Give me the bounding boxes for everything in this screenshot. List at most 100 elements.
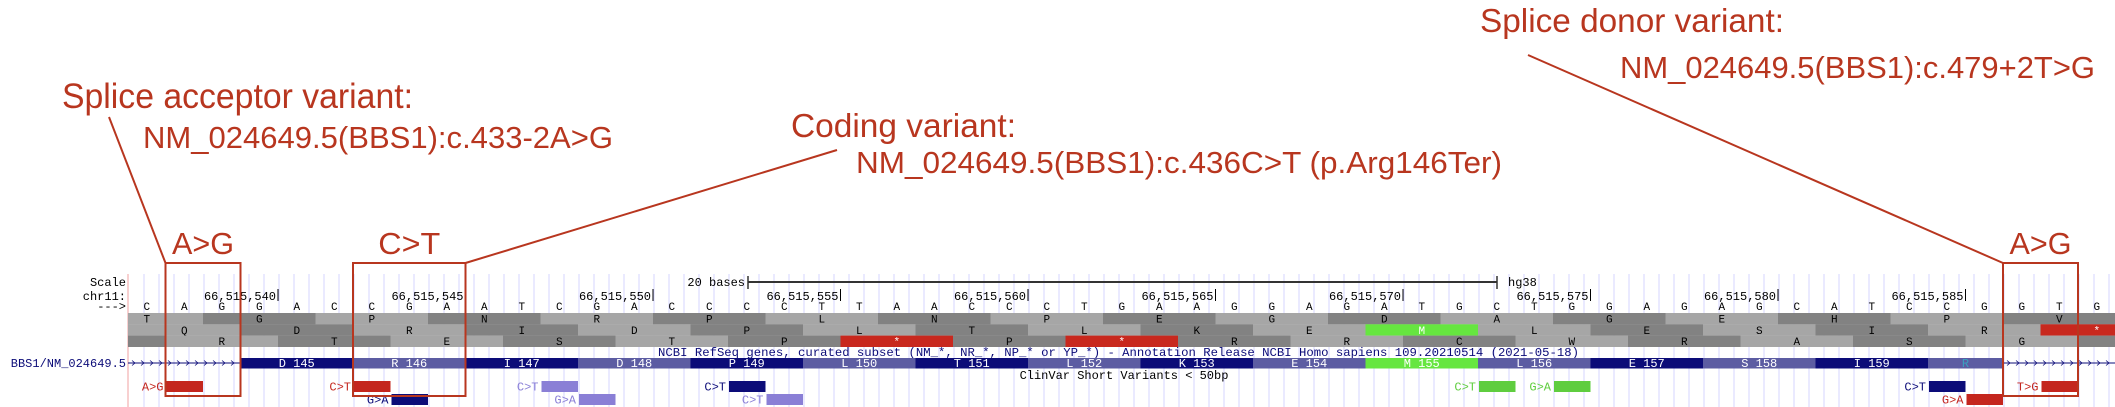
exon-codon[interactable]	[240, 358, 354, 369]
variant-bar[interactable]	[579, 394, 616, 405]
exon-codon[interactable]	[915, 358, 1029, 369]
base: G	[218, 302, 225, 314]
exon-codon[interactable]	[1140, 358, 1254, 369]
variant-label[interactable]: C>T	[1904, 381, 1926, 395]
donor-hgvs: NM_024649.5(BBS1):c.479+2T>G	[1620, 50, 2095, 85]
amino-acid-letter: L	[856, 326, 863, 338]
variant-bar[interactable]	[729, 381, 766, 392]
clinvar-variant[interactable]: C>T	[742, 394, 803, 407]
amino-acid-block	[1553, 313, 1666, 325]
variant-label[interactable]: C>T	[704, 381, 726, 395]
exon-codon[interactable]	[1478, 358, 1591, 369]
variant-label[interactable]: T>G	[2017, 381, 2039, 395]
amino-acid-block	[915, 324, 1028, 336]
variant-bar[interactable]	[1554, 381, 1591, 392]
strand-arrow-icon	[2096, 360, 2101, 366]
clinvar-variant[interactable]: C>T	[704, 381, 766, 395]
exon-codon-label: K 153	[1179, 357, 1215, 371]
base: T	[1531, 302, 1538, 314]
exon-codon-label: E 157	[1629, 357, 1665, 371]
exon-codon[interactable]	[1365, 358, 1479, 369]
strand-arrow-icon	[2015, 360, 2020, 366]
amino-acid-letter: R	[1981, 326, 1988, 338]
strand-arrow-icon	[176, 360, 181, 366]
base: G	[1231, 302, 1238, 314]
strand-label: --->	[97, 300, 126, 314]
variant-bar[interactable]	[766, 394, 804, 405]
amino-acid-letter: S	[1906, 337, 1913, 349]
gene-model[interactable]: D 145 R 146 I 147 D 148 P 149 L 150 T 151 L 152…	[128, 357, 2115, 371]
exon-codon-label: L 156	[1516, 357, 1552, 371]
variant-bar[interactable]	[1966, 394, 2004, 405]
amino-acid-letter: P	[743, 326, 750, 338]
amino-acid-letter: P	[1006, 337, 1013, 349]
translation-frame-3: R T E S T P * P * R R C W R A S G	[128, 335, 2115, 349]
exon-codon[interactable]	[465, 358, 579, 369]
variant-label[interactable]: C>T	[1454, 381, 1476, 395]
amino-acid-block	[1178, 335, 1291, 347]
variant-label[interactable]: G>A	[1529, 381, 1551, 395]
exon-codon[interactable]	[1703, 358, 1816, 369]
variant-bar[interactable]	[166, 381, 204, 392]
amino-acid-letter: M	[1418, 326, 1425, 338]
amino-acid-letter: R	[218, 337, 225, 349]
variant-label[interactable]: C>T	[517, 381, 539, 395]
variant-bar[interactable]	[354, 381, 391, 392]
amino-acid-letter: R	[1231, 337, 1238, 349]
exon-codon[interactable]	[803, 358, 916, 369]
base: C	[368, 302, 375, 314]
variant-label[interactable]: C>T	[742, 394, 764, 407]
exon-codon-label: E 154	[1291, 357, 1327, 371]
clinvar-variant[interactable]: C>T	[329, 381, 391, 395]
variant-bar[interactable]	[1929, 381, 1966, 392]
strand-arrow-icon	[2042, 360, 2047, 366]
amino-acid-block	[1478, 324, 1591, 336]
base: T	[518, 302, 525, 314]
base: T	[1418, 302, 1425, 314]
gene-track-label[interactable]: BBS1/NM_024649.5	[11, 357, 126, 371]
exon-codon[interactable]	[353, 358, 466, 369]
amino-acid-letter: P	[706, 315, 713, 327]
amino-acid-block	[1703, 324, 1816, 336]
strand-arrow-icon	[194, 360, 199, 366]
clinvar-variant[interactable]: G>A	[554, 394, 616, 407]
strand-arrow-icon	[2069, 360, 2074, 366]
base: G	[256, 302, 263, 314]
variant-bar[interactable]	[541, 381, 579, 392]
amino-acid-letter: E	[1718, 315, 1725, 327]
amino-acid-letter: I	[518, 326, 525, 338]
base: C	[668, 302, 675, 314]
clinvar-variant[interactable]: C>T	[1904, 381, 1966, 395]
exon-codon[interactable]	[1028, 358, 1141, 369]
clinvar-variant[interactable]: G>A	[1942, 394, 2003, 407]
donor-box-label: A>G	[2010, 226, 2072, 261]
exon-codon[interactable]	[578, 358, 691, 369]
clinvar-variant[interactable]: A>G	[142, 381, 203, 395]
exon-codon[interactable]	[1815, 358, 1929, 369]
variant-label[interactable]: G>A	[1942, 394, 1964, 407]
exon-codon[interactable]	[690, 358, 804, 369]
variant-label[interactable]: A>G	[142, 381, 164, 395]
variant-bar[interactable]	[1479, 381, 1516, 392]
base: G	[2093, 302, 2100, 314]
amino-acid-letter: R	[1343, 337, 1350, 349]
exon-codon[interactable]	[1928, 358, 2003, 369]
variant-bar[interactable]	[391, 394, 429, 405]
variant-label[interactable]: G>A	[554, 394, 576, 407]
variant-label[interactable]: C>T	[329, 381, 351, 395]
acceptor-title: Splice acceptor variant:	[62, 77, 413, 116]
amino-acid-block	[1890, 313, 2003, 325]
exon-codon[interactable]	[1590, 358, 1704, 369]
clinvar-variant[interactable]: G>A	[1529, 381, 1591, 395]
clinvar-variant[interactable]: C>T	[1454, 381, 1516, 395]
variant-bar[interactable]	[2041, 381, 2079, 392]
exon-codon[interactable]	[1253, 358, 1366, 369]
exon-codon-label: I 159	[1854, 357, 1890, 371]
clinvar-variant[interactable]: C>T	[517, 381, 578, 395]
amino-acid-block	[653, 313, 766, 325]
base: G	[593, 302, 600, 314]
clinvar-variant[interactable]: T>G	[2017, 381, 2078, 395]
amino-acid-letter: D	[293, 326, 300, 338]
